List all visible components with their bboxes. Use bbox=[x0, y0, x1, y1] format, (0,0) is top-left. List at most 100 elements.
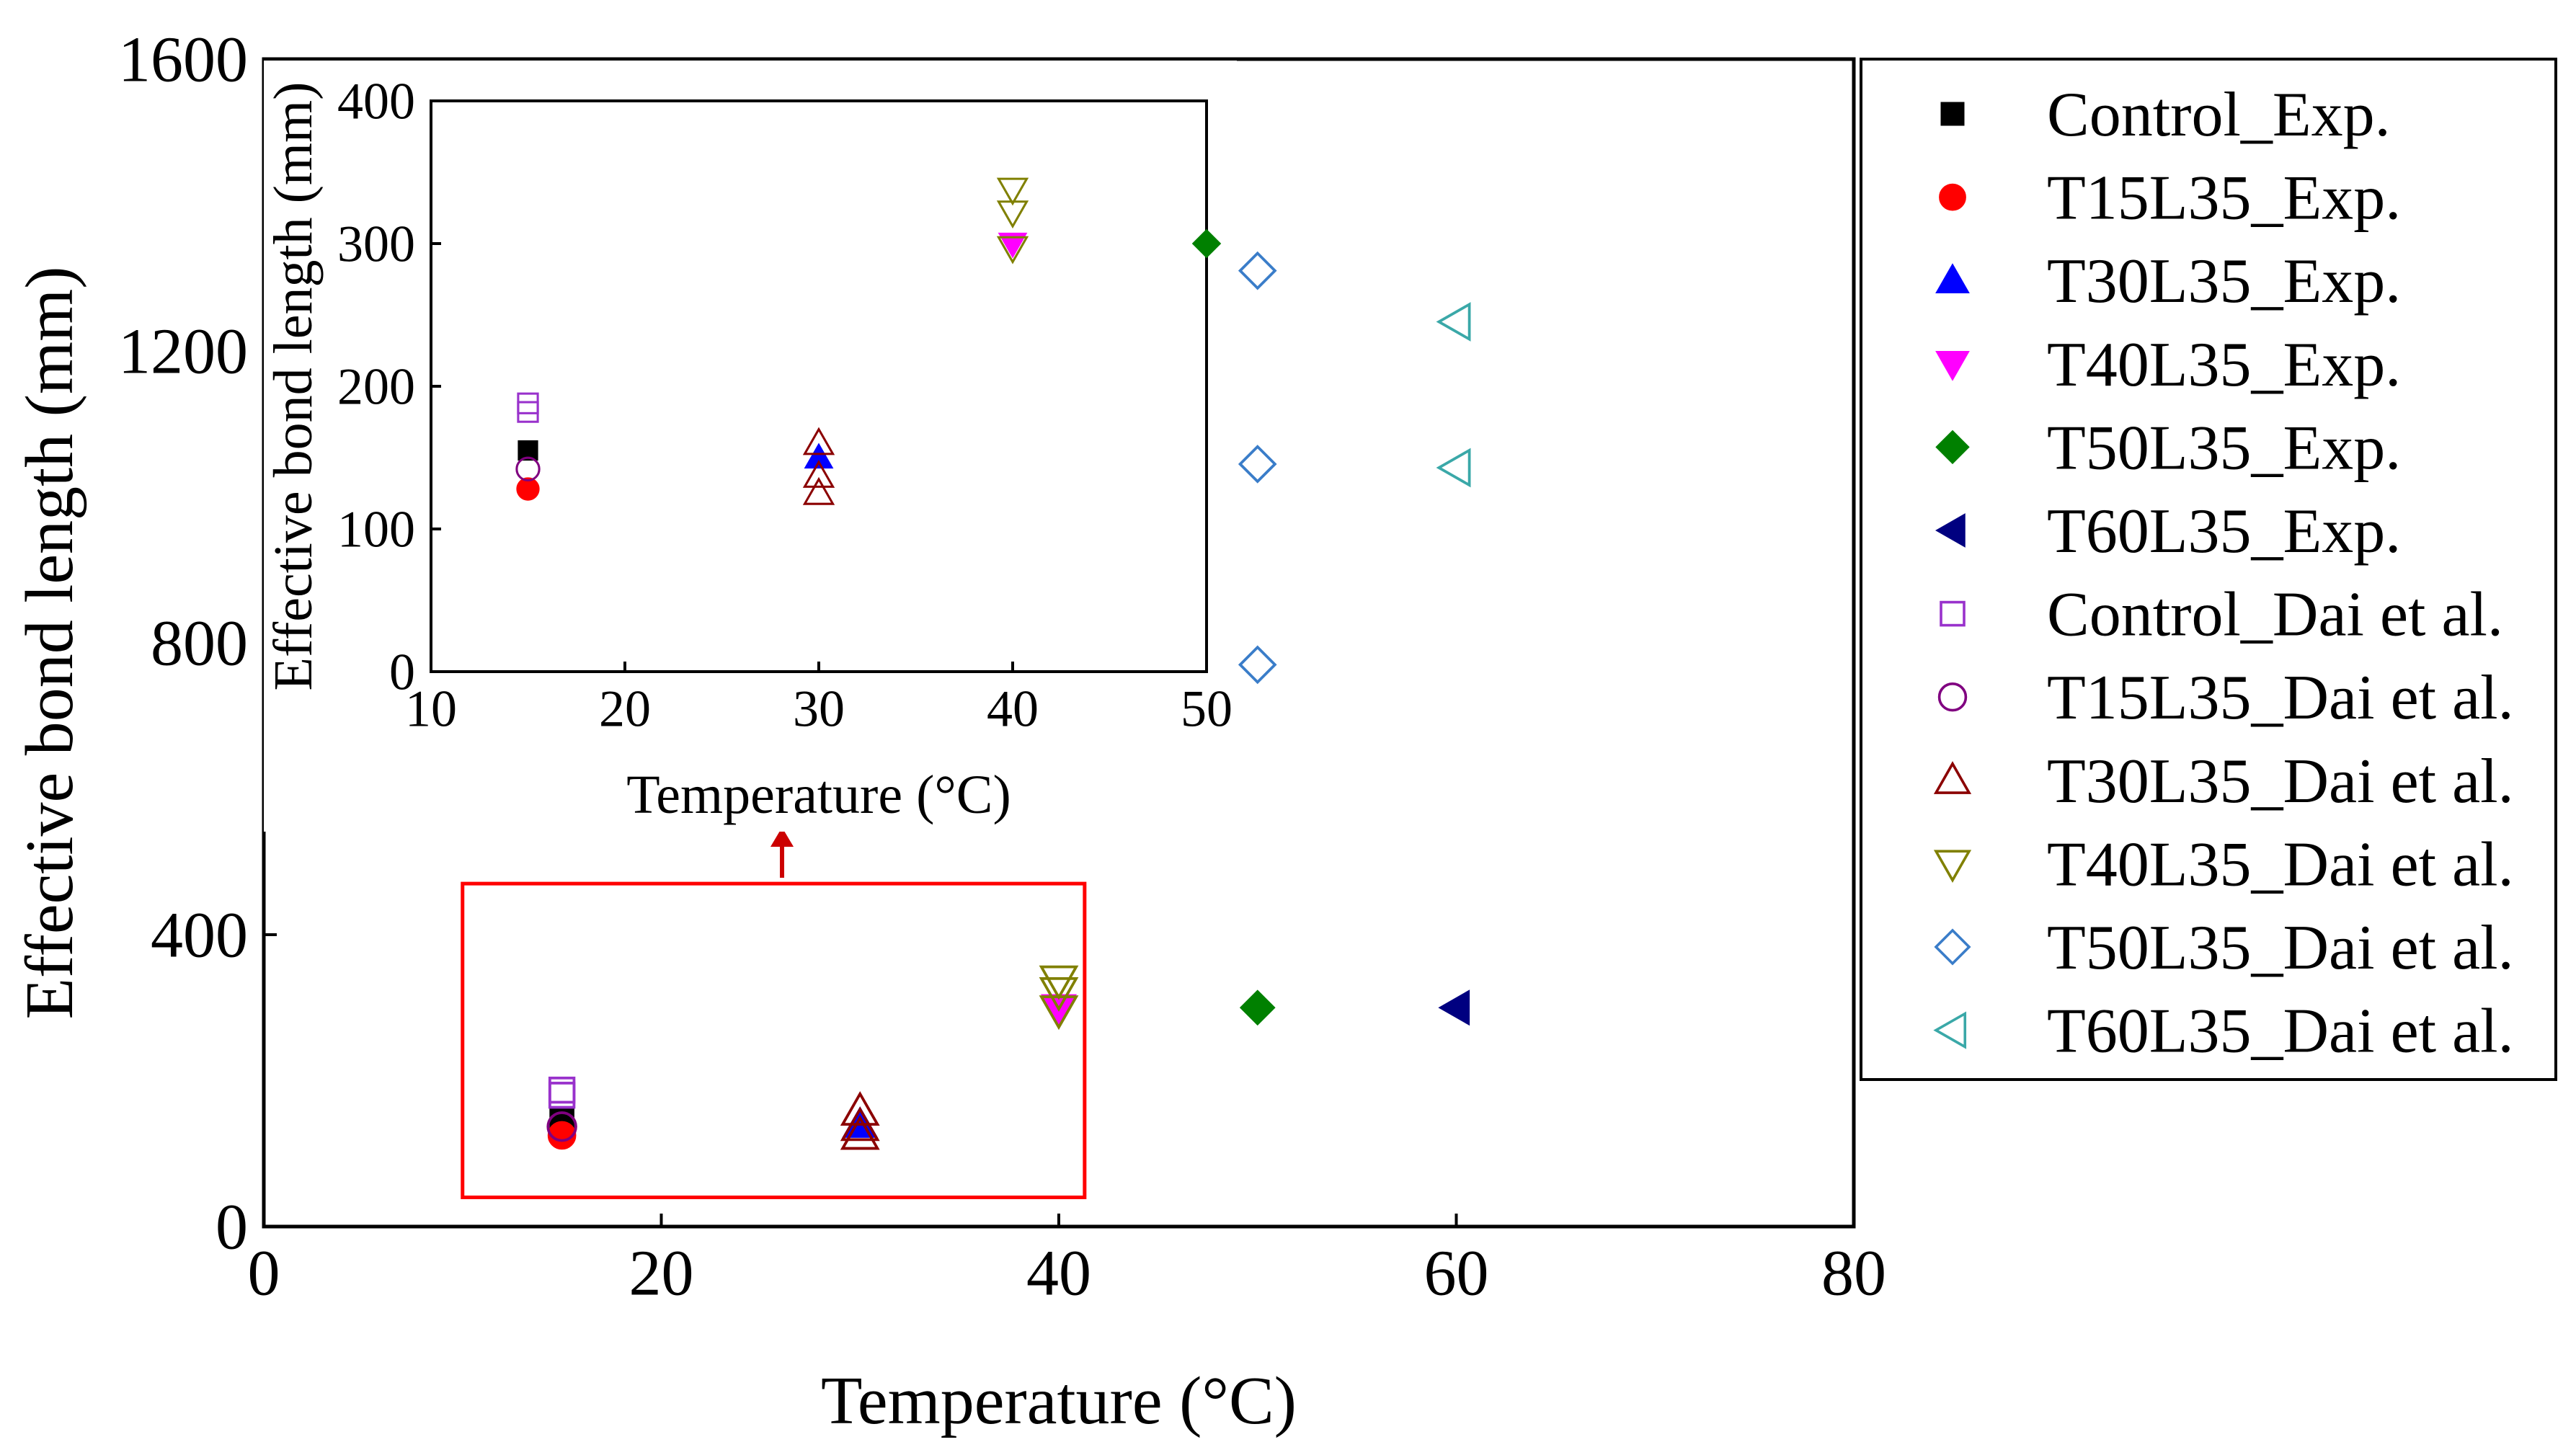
inset-x-tick-label: 10 bbox=[405, 680, 457, 738]
inset-point-t40l35-dai-et-al bbox=[996, 200, 1029, 229]
inset-point-t30l35-dai-et-al bbox=[802, 476, 835, 505]
inset-point-t30l35-dai-et-al bbox=[802, 460, 835, 488]
legend-entry: T30L35_Dai et al. bbox=[1933, 747, 2514, 817]
inset-x-tick-label: 50 bbox=[1181, 680, 1233, 738]
main-x-tick-label: 40 bbox=[1026, 1238, 1091, 1309]
legend-marker-t30l35-exp bbox=[1935, 263, 1970, 293]
legend-entry: Control_Dai et al. bbox=[1940, 580, 2503, 650]
main-point-t60l35-dai-et-al bbox=[1436, 302, 1471, 342]
main-plot: 0 400 800 1200 1600 0 20 40 60 80 Temperature (°… bbox=[12, 25, 1886, 1438]
legend-entry: T15L35_Exp. bbox=[1939, 164, 2401, 233]
legend-label: T15L35_Exp. bbox=[2047, 164, 2401, 233]
main-point-t40l35-dai-et-al bbox=[1039, 995, 1079, 1031]
main-y-tick-label: 1600 bbox=[118, 25, 248, 96]
inset-data-points bbox=[515, 177, 1222, 505]
legend-marker-t40l35-exp bbox=[1935, 351, 1970, 381]
inset-background bbox=[264, 61, 1237, 832]
legend-marker-t30l35-dai-et-al bbox=[1933, 761, 1972, 794]
legend-marker-t40l35-dai-et-al bbox=[1933, 850, 1972, 884]
main-y-axis-label: Effective bond length (mm) bbox=[12, 266, 87, 1019]
legend-marker-control-exp bbox=[1940, 102, 1965, 126]
legend-entry: T30L35_Exp. bbox=[1935, 246, 2401, 316]
main-point-t15l35-dai-et-al bbox=[546, 1111, 577, 1142]
main-point-t30l35-dai-et-al bbox=[840, 1115, 880, 1150]
main-point-t15l35-exp bbox=[547, 1121, 577, 1150]
inset-x-tick-label: 20 bbox=[599, 680, 651, 738]
legend-marker-control-dai-et-al bbox=[1940, 600, 1966, 627]
main-point-t60l35-exp bbox=[1438, 989, 1470, 1026]
main-point-t50l35-exp bbox=[1239, 989, 1276, 1026]
main-x-tick-label: 0 bbox=[248, 1238, 280, 1309]
legend-marker-t60l35-exp bbox=[1935, 513, 1966, 548]
inset-point-t30l35-exp bbox=[804, 442, 834, 469]
inset-point-t15l35-dai-et-al bbox=[515, 456, 541, 482]
zoom-region-box bbox=[461, 881, 1087, 1199]
inset-x-tick-label: 30 bbox=[793, 680, 845, 738]
main-x-tick-label: 60 bbox=[1424, 1238, 1489, 1309]
main-point-t50l35-dai-et-al bbox=[1238, 445, 1277, 484]
legend-marker-t50l35-dai-et-al bbox=[1934, 928, 1971, 966]
legend-items: Control_Exp. T15L35_Exp. T30L35_Exp. T40L35… bbox=[1933, 80, 2514, 1067]
main-point-t60l35-dai-et-al bbox=[1436, 448, 1471, 488]
legend-entry: T60L35_Dai et al. bbox=[1933, 997, 2514, 1067]
inset-point-t40l35-exp bbox=[998, 232, 1028, 259]
inset-point-t50l35-exp bbox=[1191, 228, 1222, 259]
inset-point-control-dai-et-al bbox=[517, 401, 539, 423]
legend-label: T60L35_Exp. bbox=[2047, 497, 2401, 566]
main-point-t30l35-dai-et-al bbox=[840, 1106, 880, 1142]
legend-label: Control_Exp. bbox=[2047, 80, 2391, 150]
inset-point-t30l35-dai-et-al bbox=[802, 427, 835, 455]
legend-entry: T60L35_Exp. bbox=[1935, 497, 2401, 566]
legend-entry: T15L35_Dai et al. bbox=[1937, 663, 2514, 733]
main-data-points bbox=[546, 251, 1471, 1150]
zoom-arrow bbox=[770, 827, 794, 878]
legend-entry: T50L35_Exp. bbox=[1935, 413, 2401, 483]
legend-label: T40L35_Exp. bbox=[2047, 330, 2401, 400]
inset-point-t40l35-dai-et-al bbox=[996, 236, 1029, 264]
inset-y-tick-label: 400 bbox=[337, 72, 415, 130]
main-point-t30l35-dai-et-al bbox=[840, 1091, 880, 1126]
main-y-tick-label: 400 bbox=[151, 900, 248, 971]
inset-y-ticks: 0 100 200 300 400 bbox=[337, 72, 441, 700]
inset-y-tick-label: 100 bbox=[337, 500, 415, 558]
main-point-t50l35-dai-et-al bbox=[1238, 645, 1277, 685]
inset-x-tick-label: 40 bbox=[987, 680, 1039, 738]
main-point-t40l35-dai-et-al bbox=[1039, 965, 1079, 1000]
legend-label: T30L35_Exp. bbox=[2047, 246, 2401, 316]
legend-entry: T40L35_Exp. bbox=[1935, 330, 2401, 400]
main-point-control-dai-et-al bbox=[548, 1082, 576, 1109]
inset-point-t15l35-exp bbox=[516, 477, 540, 501]
legend-label: T30L35_Dai et al. bbox=[2047, 747, 2514, 817]
legend-label: T40L35_Dai et al. bbox=[2047, 829, 2514, 899]
legend-entry: T50L35_Dai et al. bbox=[1934, 913, 2514, 983]
main-y-ticks: 0 400 800 1200 1600 bbox=[118, 25, 277, 1263]
main-point-t50l35-dai-et-al bbox=[1238, 251, 1277, 290]
legend-marker-t15l35-dai-et-al bbox=[1937, 682, 1968, 712]
legend-marker-t50l35-exp bbox=[1935, 430, 1970, 465]
legend-label: T50L35_Exp. bbox=[2047, 413, 2401, 483]
legend-label: T15L35_Dai et al. bbox=[2047, 663, 2514, 733]
main-x-tick-label: 20 bbox=[629, 1238, 694, 1309]
inset-y-tick-label: 300 bbox=[337, 215, 415, 272]
main-point-control-dai-et-al bbox=[548, 1076, 576, 1104]
inset-x-axis-label: Temperature (°C) bbox=[626, 765, 1011, 825]
legend-label: T60L35_Dai et al. bbox=[2047, 997, 2514, 1067]
main-x-tick-label: 80 bbox=[1821, 1238, 1886, 1309]
main-point-t40l35-dai-et-al bbox=[1039, 976, 1079, 1012]
inset-y-tick-label: 0 bbox=[389, 643, 415, 700]
legend-entry: T40L35_Dai et al. bbox=[1933, 829, 2514, 899]
legend: Control_Exp. T15L35_Exp. T30L35_Exp. T40L35… bbox=[1860, 58, 2557, 1081]
inset-plot: 0 100 200 300 400 10 20 30 40 50 Temperature (°C… bbox=[263, 61, 1237, 832]
inset-point-t40l35-dai-et-al bbox=[996, 177, 1029, 206]
legend-label: T50L35_Dai et al. bbox=[2047, 913, 2514, 983]
legend-entry: Control_Exp. bbox=[1940, 80, 2391, 150]
inset-y-axis-label: Effective bond length (mm) bbox=[263, 82, 324, 691]
legend-marker-t60l35-dai-et-al bbox=[1933, 1011, 1967, 1049]
legend-label: Control_Dai et al. bbox=[2047, 580, 2503, 650]
main-x-ticks: 0 20 40 60 80 bbox=[248, 1214, 1886, 1309]
main-y-tick-label: 1200 bbox=[118, 316, 248, 388]
legend-marker-t15l35-exp bbox=[1939, 183, 1966, 211]
main-y-tick-label: 800 bbox=[151, 608, 248, 680]
inset-y-tick-label: 200 bbox=[337, 357, 415, 415]
